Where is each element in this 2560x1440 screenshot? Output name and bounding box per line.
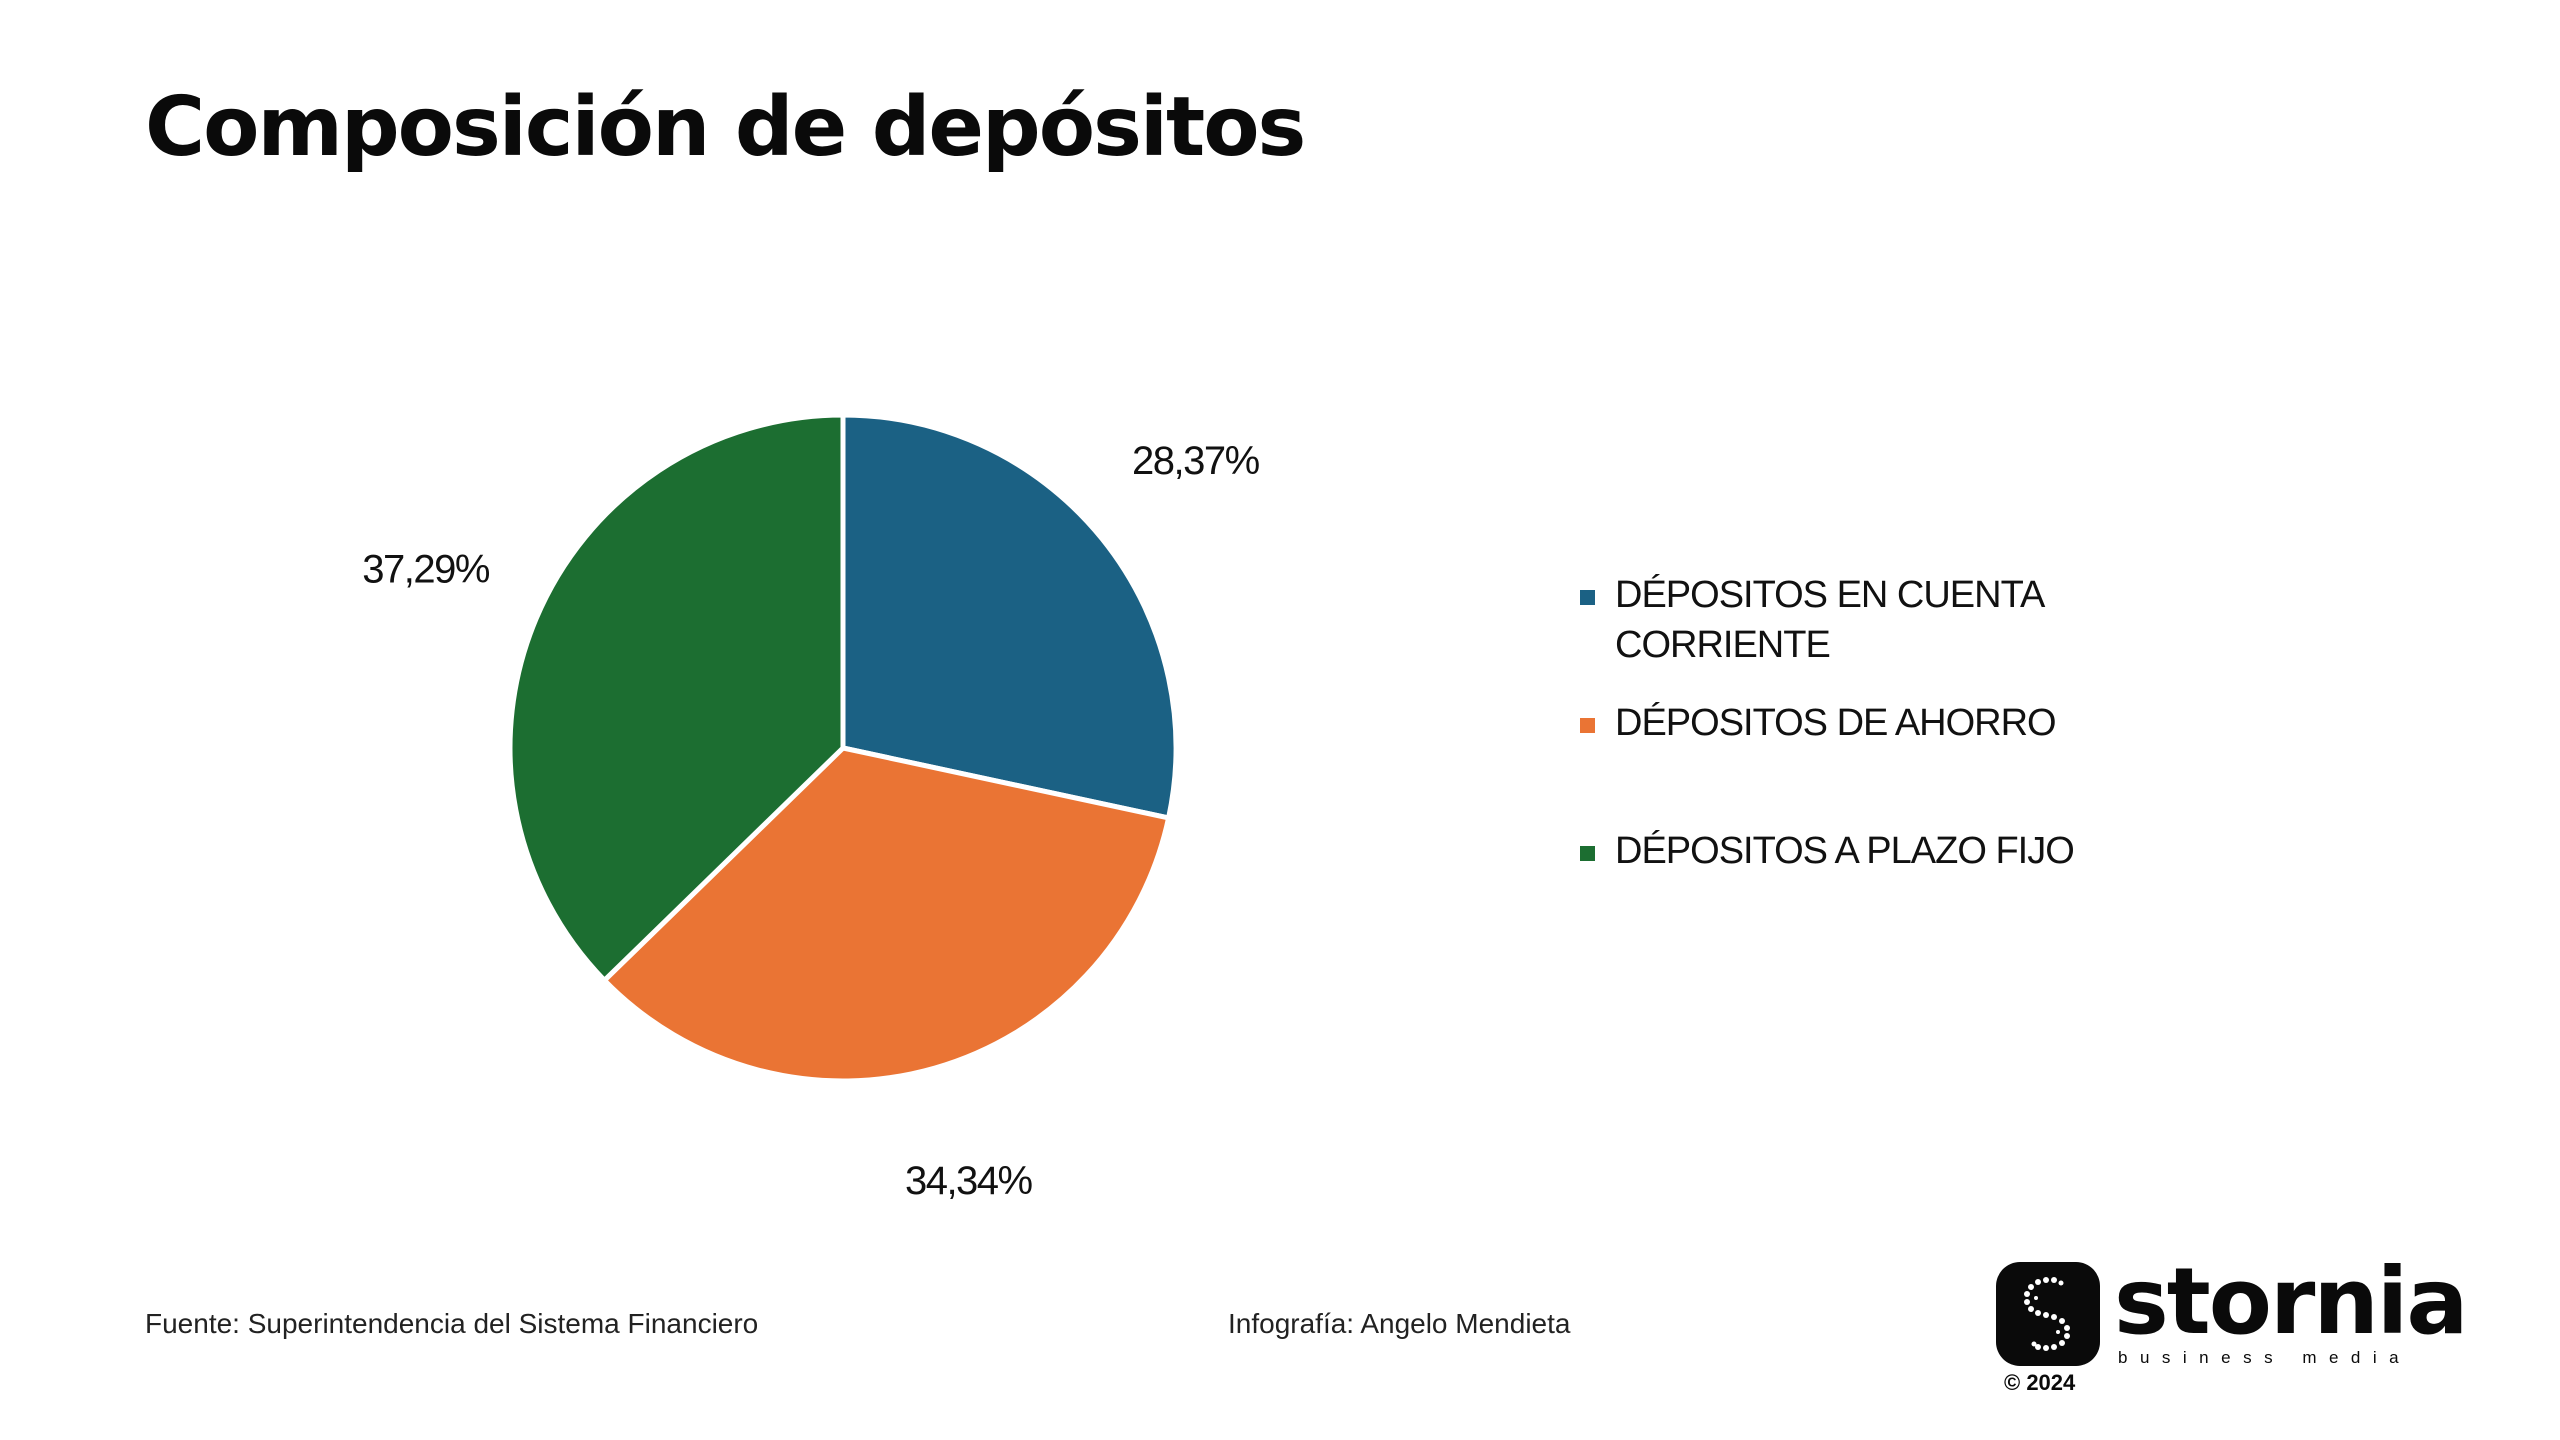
pie-slice-cuenta-corriente bbox=[840, 412, 1179, 821]
stornia-logo-icon bbox=[1996, 1262, 2100, 1366]
copyright-year: © 2024 bbox=[2004, 1370, 2076, 1395]
legend-swatch-ahorro bbox=[1580, 718, 1595, 733]
legend-label-cuenta-corriente: DÉPOSITOS EN CUENTA CORRIENTE bbox=[1615, 570, 2045, 670]
legend-label-line1: DÉPOSITOS EN CUENTA bbox=[1615, 574, 2045, 616]
legend-swatch-cuenta-corriente bbox=[1580, 590, 1595, 605]
legend-label-ahorro: DÉPOSITOS DE AHORRO bbox=[1615, 702, 2057, 744]
pie-slice-plazo-fijo bbox=[507, 412, 846, 983]
stornia-logo-wordmark: stornia bbox=[2114, 1248, 2468, 1355]
stornia-logo-tagline: business media bbox=[2118, 1348, 2412, 1367]
legend-item-cuenta-corriente: DÉPOSITOS EN CUENTA CORRIENTE bbox=[1580, 570, 2140, 670]
chart-title: Composición de depósitos bbox=[145, 80, 1306, 175]
source-note: Fuente: Superintendencia del Sistema Fin… bbox=[145, 1308, 759, 1339]
stornia-logo: stornia business media © 2024 bbox=[1996, 1252, 2468, 1402]
pie-label-ahorro: 34,34% bbox=[905, 1159, 1033, 1203]
infographic-credit: Infografía: Angelo Mendieta bbox=[1228, 1308, 1571, 1339]
pie-slice-ahorro bbox=[601, 745, 1172, 1084]
legend-swatch-plazo-fijo bbox=[1580, 846, 1595, 861]
legend-item-plazo-fijo: DÉPOSITOS A PLAZO FIJO bbox=[1580, 826, 2140, 876]
legend-item-ahorro: DÉPOSITOS DE AHORRO bbox=[1580, 698, 2140, 748]
pie-label-cuenta-corriente: 28,37% bbox=[1132, 439, 1260, 483]
legend-label-plazo-fijo: DÉPOSITOS A PLAZO FIJO bbox=[1615, 830, 2075, 872]
pie-chart: 28,37% 34,34% 37,29% bbox=[362, 412, 1261, 1203]
pie-label-plazo-fijo: 37,29% bbox=[362, 547, 490, 591]
legend-label-line2: CORRIENTE bbox=[1615, 624, 1831, 666]
